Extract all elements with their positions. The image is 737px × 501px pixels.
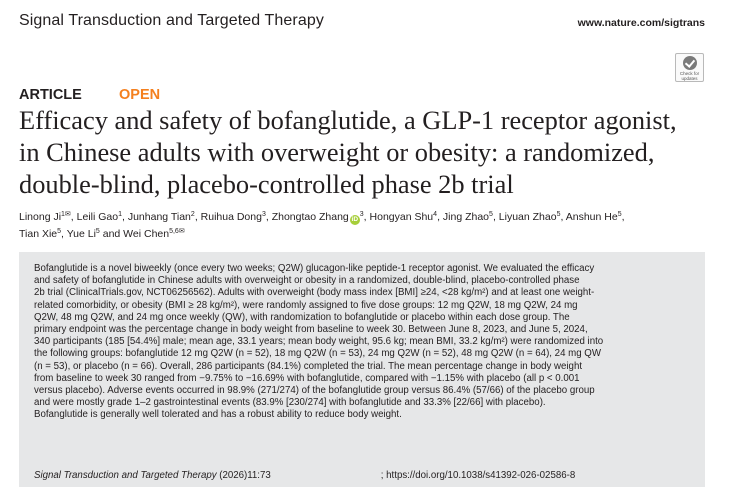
abstract-line: 2b trial (ClinicalTrials.gov, NCT0625656… [34,287,595,299]
author-affiliation: 4 [433,211,438,218]
author-name[interactable]: Ruihua Dong [200,211,262,223]
author-affiliation: 5,6✉ [169,228,185,235]
author-name[interactable]: Junhang Tian [127,211,191,223]
author-affiliation: 5 [57,228,62,235]
author-affiliation: 5 [617,211,622,218]
abstract-line: related comorbidity, or obesity (BMI ≥ 2… [34,299,578,311]
author-name[interactable]: Leili Gao [76,211,119,223]
abstract-line: from baseline to week 30 ranged from −9.… [34,372,580,384]
abstract-line: versus placebo). Adverse events occurred… [34,385,595,397]
abstract-line: Q2W, 48 mg Q2W, and 24 mg once weekly (Q… [34,311,570,323]
check-for-updates-badge[interactable]: Check for updates [675,53,704,82]
author-affiliation: 3 [359,211,364,218]
author-name[interactable]: Wei Chen [123,228,170,240]
abstract-text: Bofanglutide is a novel biweekly (once e… [34,263,691,422]
open-access-label: OPEN [119,87,161,103]
author-affiliation: 5 [95,228,100,235]
abstract-line: primary endpoint was the percentage chan… [34,324,588,336]
author-affiliation: 5 [489,211,493,218]
abstract-box: Bofanglutide is a novel biweekly (once e… [19,252,705,487]
abstract-line: and safety of bofanglutide in Chinese ad… [34,275,580,287]
abstract-line: and were mostly grade 1–2 gastrointestin… [34,397,546,409]
author-name[interactable]: Jing Zhao [442,211,490,223]
author-affiliation: 2 [190,211,195,218]
abstract-line: (n = 53), or placebo (n = 66). Overall, … [34,360,583,372]
abstract-line: 340 participants (185 [54.4%] male; mean… [34,336,604,348]
journal-name: Signal Transduction and Targeted Therapy [19,12,324,29]
citation-doi-link[interactable]: https://doi.org/10.1038/s41392-026-02586… [386,470,576,481]
author-name[interactable]: Yue Li [66,228,96,240]
title-line: Efficacy and safety of bofanglutide, a G… [19,105,677,135]
author-affiliation: 1 [118,211,122,218]
author-affiliation: 1✉ [61,211,71,218]
author-name[interactable]: Liyuan Zhao [498,211,557,223]
citation-line: Signal Transduction and Targeted Therapy… [34,470,575,481]
checkmark-icon [682,56,697,70]
abstract-line: Bofanglutide is generally well tolerated… [34,409,402,421]
citation-separator: ; [380,470,387,481]
article-title: Efficacy and safety of bofanglutide, a G… [19,104,719,200]
article-type-label: ARTICLE [19,87,82,103]
check-badge-label: Check for updates [679,71,700,81]
author-list: Linong Ji1✉, Leili Gao1, Junhang Tian2, … [19,211,625,240]
orcid-icon[interactable]: iD [349,215,360,225]
author-name[interactable]: Linong Ji [19,211,62,223]
author-affiliation: 3 [261,211,266,218]
author-name[interactable]: Hongyan Shu [369,211,434,223]
author-name[interactable]: Tian Xie [19,228,58,240]
abstract-line: Bofanglutide is a novel biweekly (once e… [34,263,595,274]
author-name[interactable]: Zhongtao Zhang [271,211,349,223]
site-url-link[interactable]: www.nature.com/sigtrans [577,17,705,29]
citation-volume: (2026)11:73 [216,470,271,481]
title-line: in Chinese adults with overweight or obe… [19,137,655,167]
abstract-line: the following groups: bofanglutide 12 mg… [34,348,601,360]
author-name[interactable]: Anshun He [565,211,618,223]
title-line: double-blind, placebo-controlled phase 2… [19,169,514,199]
author-affiliation: 5 [556,211,561,218]
citation-journal: Signal Transduction and Targeted Therapy [34,470,217,481]
